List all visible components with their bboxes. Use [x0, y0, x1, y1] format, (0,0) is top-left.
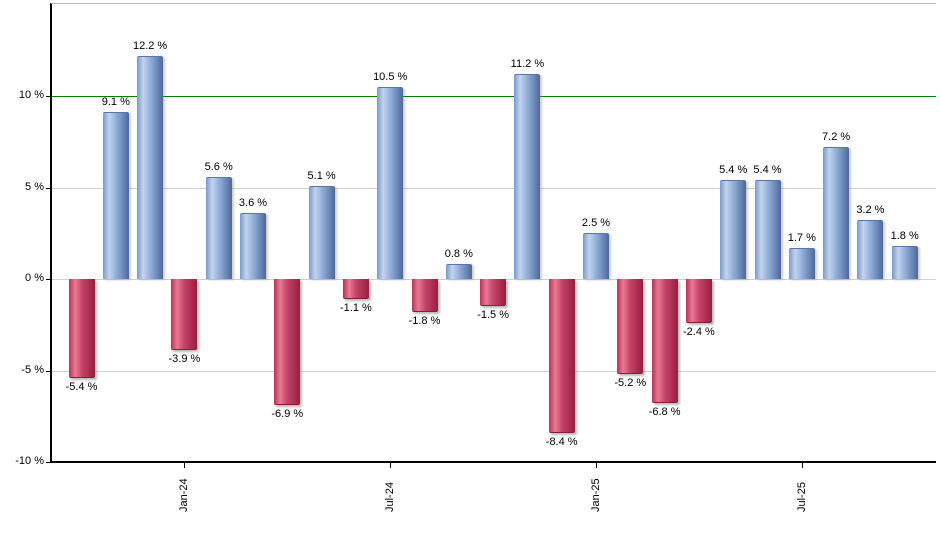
bar-value-label: -6.8 % [648, 406, 681, 419]
x-tick-label-text: Jul-25 [795, 482, 808, 512]
bar-value-label: -1.8 % [408, 314, 441, 327]
bar-value-label: 5.1 % [307, 169, 336, 182]
bar-value-label: 0.8 % [444, 248, 473, 261]
bar-value-label: 3.2 % [856, 204, 885, 217]
bar-value-label: 3.6 % [238, 197, 268, 210]
bar [651, 279, 678, 404]
bar [891, 246, 918, 279]
bar [377, 86, 404, 279]
y-tick-label: -10 % [15, 455, 44, 467]
plot-area: -5.4 % 9.1 % 12.2 % -3.9 % 5.6 % 3.6 % -6.9 % 5… [50, 3, 936, 463]
bar [514, 74, 541, 279]
bar [411, 279, 438, 312]
y-tick-mark [46, 370, 50, 372]
bar [274, 279, 301, 406]
bar-value-label: 11.2 % [510, 58, 545, 71]
bar [240, 213, 266, 279]
bar-value-label: -2.4 % [682, 325, 715, 338]
y-tick-mark [46, 96, 50, 97]
bar-value-label: 9.1 % [101, 96, 130, 109]
bar-value-label: 5.4 % [753, 164, 782, 177]
x-tick-mark [801, 463, 803, 468]
x-tick-mark [184, 463, 186, 468]
bar [823, 147, 850, 279]
bar [754, 180, 781, 279]
bar-value-label: -5.4 % [65, 380, 98, 393]
bar [788, 247, 815, 279]
bar-value-label: -6.9 % [271, 408, 304, 421]
bar-value-label: -5.2 % [614, 377, 647, 390]
y-tick-label: 10 % [18, 89, 44, 101]
x-tick-mark [596, 463, 597, 468]
bar-value-label: -1.1 % [339, 302, 372, 315]
bar-value-label: 5.4 % [719, 164, 748, 177]
bar-value-label: -1.5 % [477, 309, 509, 322]
grid-line [52, 370, 936, 372]
bar [617, 279, 644, 375]
bar-value-label: 7.2 % [822, 131, 851, 144]
bar [480, 279, 507, 307]
bar [137, 55, 164, 279]
bar [68, 279, 95, 378]
y-tick-mark [46, 187, 50, 189]
reference-line-10pct [52, 96, 936, 97]
x-tick-label-text: Jul-24 [384, 482, 397, 512]
bar [583, 233, 609, 279]
grid-line [52, 187, 936, 189]
y-tick-mark [46, 462, 50, 463]
y-tick-label: 5 % [25, 180, 44, 193]
bar [342, 279, 369, 300]
x-tick-label-text: Jan-25 [590, 478, 602, 512]
x-tick-label-text: Jan-24 [178, 478, 191, 512]
bar [171, 279, 198, 351]
y-tick-label: -5 % [21, 363, 44, 376]
bar [102, 112, 129, 279]
bar-value-label: 12.2 % [132, 39, 168, 52]
bar-value-label: 1.7 % [787, 231, 816, 244]
bar [857, 220, 884, 279]
bar-value-label: 1.8 % [890, 230, 919, 243]
bar [548, 279, 575, 433]
bar [308, 185, 335, 279]
bar-value-label: 10.5 % [373, 70, 408, 83]
bar-value-label: -3.9 % [168, 353, 201, 366]
bar-value-label: 5.6 % [204, 160, 233, 173]
bar [720, 180, 747, 279]
y-tick-label: 0 % [25, 272, 44, 284]
bar [205, 176, 232, 279]
bar [445, 264, 472, 279]
bar-value-label: -8.4 % [545, 435, 578, 448]
bar [685, 279, 712, 323]
bar-value-label: 2.5 % [581, 217, 611, 230]
y-tick-mark [46, 279, 50, 280]
x-tick-mark [390, 463, 392, 468]
